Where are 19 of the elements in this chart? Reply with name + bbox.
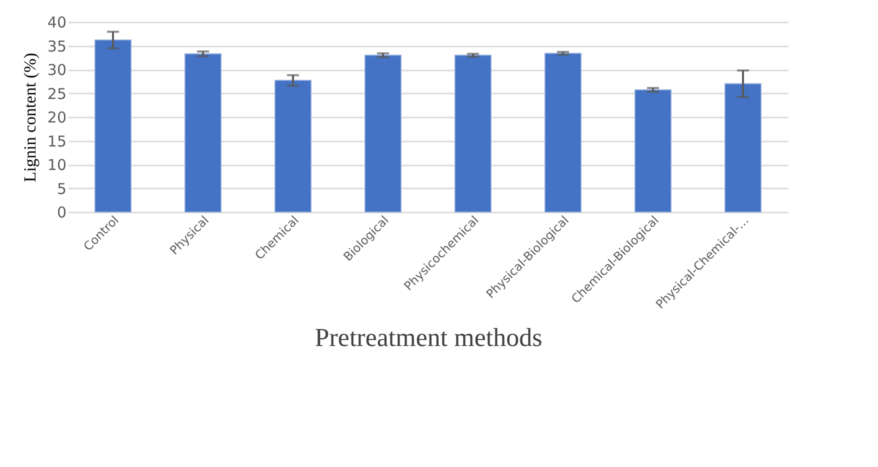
y-tick-label: 10: [47, 156, 66, 174]
bar: [274, 80, 312, 212]
bar: [634, 89, 672, 212]
y-tick-label: 30: [47, 61, 66, 79]
bar: [94, 40, 132, 212]
bar: [724, 83, 762, 212]
y-tick-label: 15: [47, 132, 66, 150]
x-axis-title: Pretreatment methods: [314, 322, 542, 352]
y-tick-label: 0: [56, 204, 66, 222]
bar: [184, 53, 222, 212]
y-tick-label: 35: [47, 37, 66, 56]
bar: [364, 54, 402, 212]
y-tick-label: 25: [47, 84, 66, 103]
y-tick-label: 40: [47, 14, 66, 32]
bar: [544, 52, 582, 212]
y-tick-label: 5: [56, 180, 66, 198]
y-tick-label: 20: [47, 108, 66, 126]
bar: [454, 54, 492, 212]
y-axis-title: Lignin content (%): [20, 52, 40, 182]
